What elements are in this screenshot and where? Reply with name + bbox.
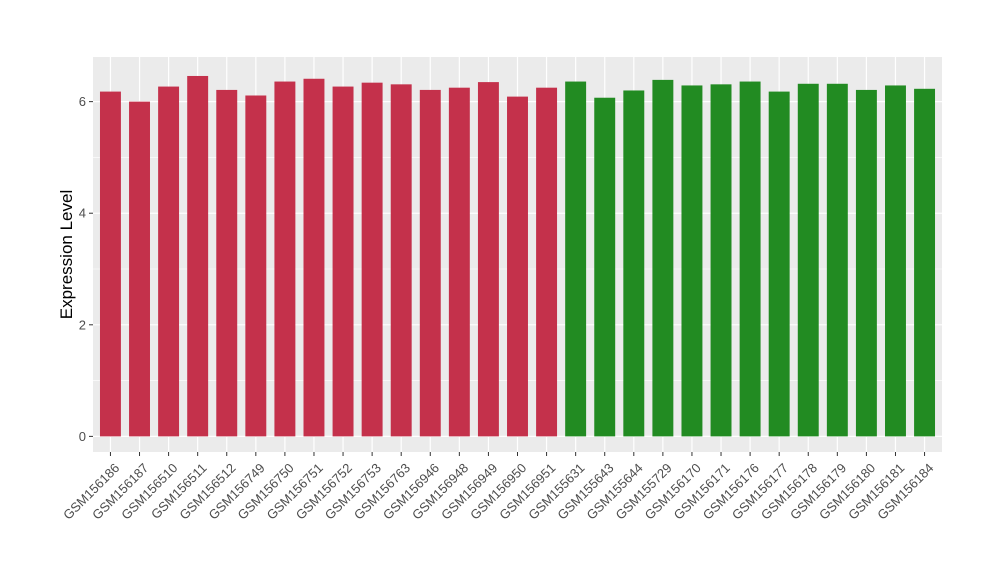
bar-GSM156512 [216, 89, 238, 437]
y-tick-label: 4 [79, 206, 86, 221]
bar-GSM156951 [536, 87, 558, 437]
bar-GSM156948 [448, 87, 470, 437]
bar-GSM156171 [710, 84, 732, 437]
bar-GSM156178 [797, 83, 819, 437]
bar-GSM156510 [158, 86, 180, 437]
bar-GSM155631 [565, 81, 587, 437]
bar-GSM156753 [361, 82, 383, 437]
bar-GSM156950 [507, 96, 528, 437]
bars [99, 75, 936, 437]
bar-GSM156946 [419, 89, 441, 437]
bar-GSM156176 [739, 81, 761, 437]
bar-GSM156170 [681, 85, 703, 437]
y-tick-label: 0 [79, 429, 86, 444]
y-tick-label: 6 [79, 94, 86, 109]
x-axis: GSM156186GSM156187GSM156510GSM156511GSM1… [60, 452, 936, 523]
bar-GSM155729 [652, 79, 674, 437]
bar-GSM156187 [129, 101, 150, 437]
bar-GSM156752 [332, 86, 354, 437]
bar-GSM156749 [245, 95, 267, 437]
bar-GSM156949 [477, 82, 499, 437]
bar-GSM155644 [623, 90, 645, 437]
bar-GSM155643 [594, 97, 616, 437]
bar-GSM156179 [826, 83, 848, 437]
bar-GSM156511 [187, 75, 209, 437]
bar-GSM156177 [768, 91, 790, 437]
bar-GSM156181 [885, 85, 906, 437]
bar-GSM156180 [855, 89, 877, 437]
y-axis-title: Expression Level [57, 190, 76, 319]
bar-GSM156186 [99, 91, 121, 437]
bar-GSM156763 [390, 84, 412, 437]
y-tick-label: 2 [79, 317, 86, 332]
y-axis: 0 2 4 6 [79, 94, 93, 444]
bar-GSM156751 [303, 78, 325, 437]
bar-GSM156750 [274, 81, 296, 437]
bar-GSM156184 [914, 88, 936, 437]
